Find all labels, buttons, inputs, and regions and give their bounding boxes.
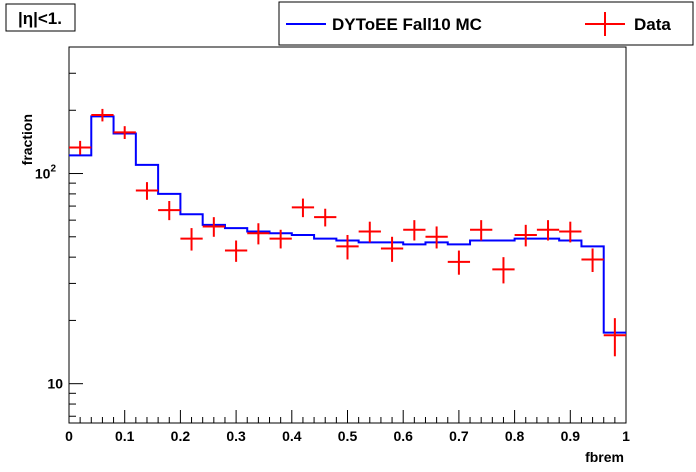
data-point xyxy=(269,229,292,249)
data-point xyxy=(69,140,92,155)
x-axis: 0 0.1 0.2 0.3 0.4 0.5 0.6 0.7 0.8 0.9 1 xyxy=(65,410,630,444)
data-point xyxy=(559,221,582,243)
data-point xyxy=(91,108,114,122)
data-point xyxy=(603,318,626,357)
data-point xyxy=(380,236,404,262)
x-tick-label: 0.4 xyxy=(282,428,302,444)
x-tick-label: 0.2 xyxy=(171,428,191,444)
x-tick-label: 1 xyxy=(622,428,630,444)
x-tick-label: 0.5 xyxy=(338,428,358,444)
eta-label-text: |η|<1. xyxy=(18,9,62,28)
y-tick-label: 102 xyxy=(35,164,57,182)
data-point xyxy=(291,198,315,218)
data-point xyxy=(113,126,136,139)
y-axis: 10 102 xyxy=(35,46,83,417)
data-point xyxy=(202,217,225,237)
data-point xyxy=(224,240,248,262)
y-axis-title: fraction xyxy=(19,114,35,165)
legend-mc-label: DYToEE Fall10 MC xyxy=(332,15,482,34)
data-point xyxy=(180,228,203,251)
x-tick-label: 0.8 xyxy=(505,428,525,444)
mc-histogram xyxy=(69,115,626,334)
data-point xyxy=(536,220,560,241)
y-tick-label: 10 xyxy=(47,376,63,392)
histogram-layer xyxy=(69,115,626,334)
x-tick-label: 0 xyxy=(65,428,73,444)
data-point xyxy=(425,226,448,249)
data-point xyxy=(358,221,381,243)
legend-data-label: Data xyxy=(634,15,671,34)
eta-label-box: |η|<1. xyxy=(5,3,76,32)
data-point xyxy=(403,220,426,241)
data-point xyxy=(158,201,181,221)
x-tick-label: 0.1 xyxy=(115,428,135,444)
data-point xyxy=(314,208,337,227)
x-tick-label: 0.6 xyxy=(393,428,413,444)
data-points-layer xyxy=(69,108,626,357)
data-point xyxy=(447,250,471,275)
legend-data-marker xyxy=(585,12,625,36)
data-point xyxy=(470,220,493,241)
data-point xyxy=(514,224,537,247)
x-axis-title: fbrem xyxy=(585,449,624,465)
data-point xyxy=(581,248,604,272)
eta-label-frame xyxy=(5,3,76,32)
data-point xyxy=(336,234,359,260)
x-tick-label: 0.3 xyxy=(226,428,246,444)
legend: DYToEE Fall10 MC Data xyxy=(278,1,694,46)
data-point xyxy=(492,257,515,284)
y-tick-exponent: 2 xyxy=(50,164,56,175)
x-tick-label: 0.7 xyxy=(449,428,469,444)
x-tick-label: 0.9 xyxy=(561,428,581,444)
data-point xyxy=(135,182,159,200)
data-point xyxy=(247,223,270,245)
